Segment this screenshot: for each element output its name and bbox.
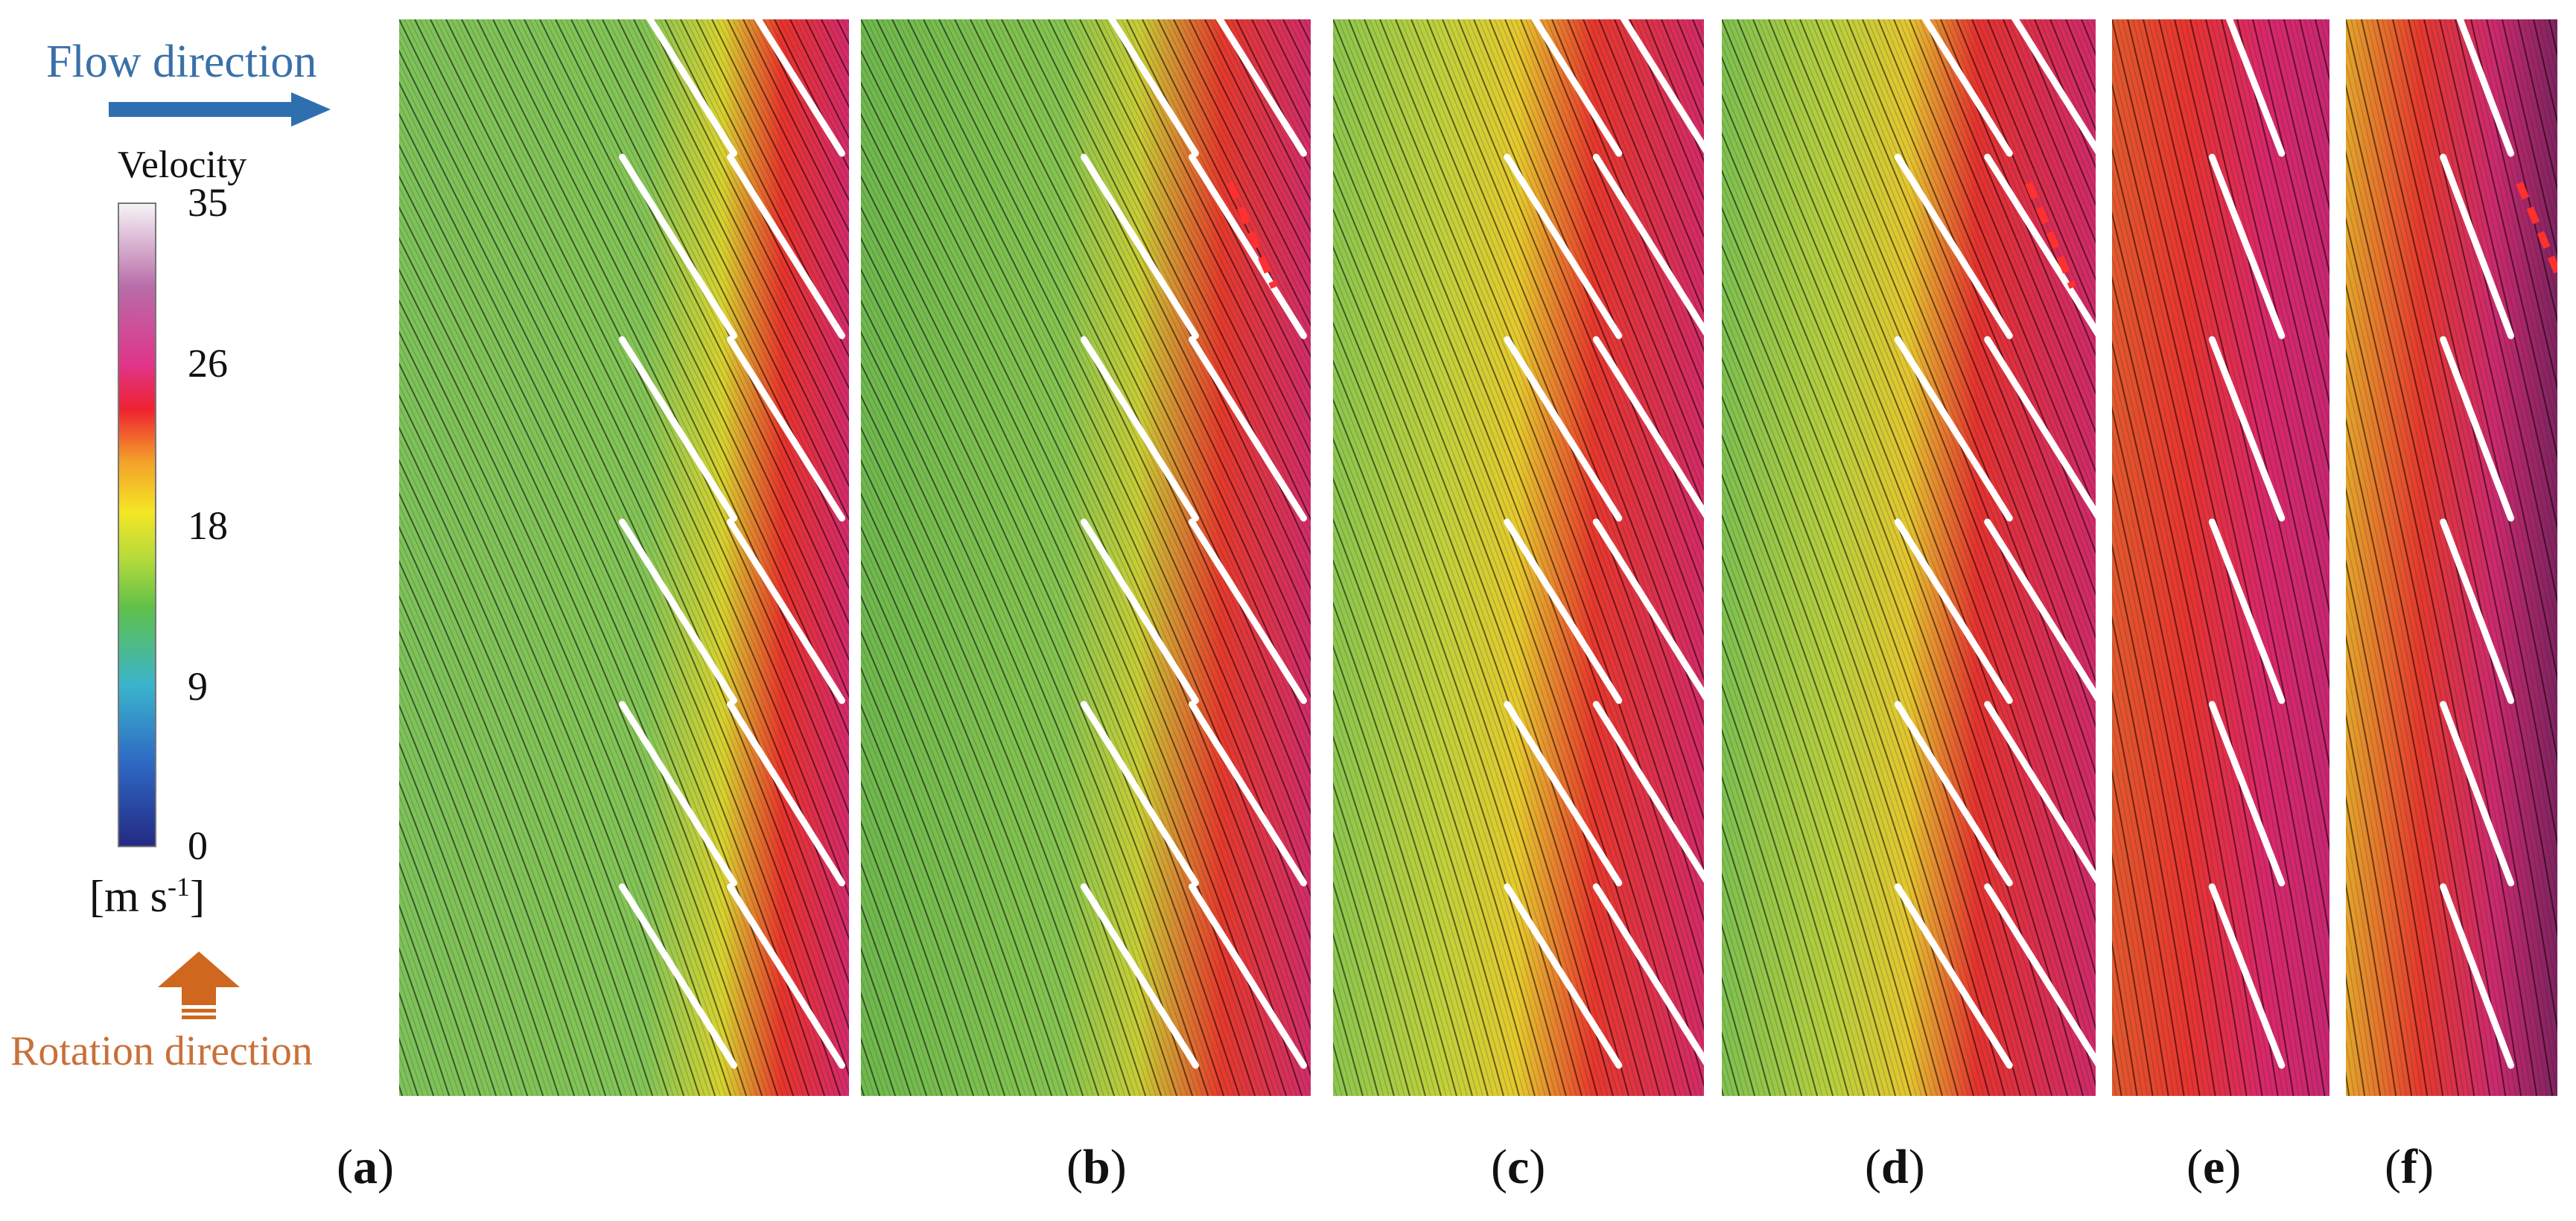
blade	[1592, 153, 1704, 337]
separation-marker	[1226, 182, 1278, 289]
streamlines	[1722, 19, 2096, 1096]
blade	[618, 701, 737, 887]
blade	[2440, 701, 2515, 887]
blade	[1188, 883, 1307, 1069]
flow-direction-label: Flow direction	[46, 36, 317, 87]
colorbar-tick-18: 18	[188, 503, 228, 548]
blade	[2225, 19, 2286, 157]
separation-marker	[2025, 182, 2077, 289]
blade	[1984, 883, 2096, 1066]
streamline-panel-a	[399, 19, 849, 1096]
panel-label-a: (a)	[337, 1140, 394, 1194]
streamlines	[2112, 19, 2329, 1096]
streamline-panel-c	[1333, 19, 1704, 1096]
blade	[2440, 336, 2515, 522]
streamlines	[861, 19, 1311, 1096]
blade	[1080, 153, 1199, 339]
blade	[1592, 883, 1704, 1066]
streamline-panel-f	[2346, 19, 2557, 1096]
blade	[1984, 336, 2096, 519]
blade	[646, 19, 737, 157]
blade	[2208, 701, 2286, 887]
panel-label-d: (d)	[1865, 1140, 1925, 1194]
colorbar-unit: [m s-1]	[89, 872, 205, 921]
separation-marker	[2516, 182, 2557, 281]
blade	[1504, 518, 1623, 704]
blade	[1894, 518, 2013, 704]
velocity-field	[861, 19, 1311, 1096]
rotation-direction-arrow-icon	[158, 951, 240, 1019]
blade	[1894, 883, 2013, 1069]
flow-direction-arrow-icon	[109, 92, 331, 127]
blade	[754, 19, 845, 157]
blade	[1921, 19, 2013, 157]
blade	[1504, 883, 1623, 1069]
blade	[1894, 701, 2013, 887]
blade	[1894, 336, 2013, 522]
blade	[1080, 518, 1199, 704]
streamline-panel-d	[1722, 19, 2096, 1096]
blade	[2456, 19, 2515, 157]
blade	[1530, 19, 1623, 157]
blade	[1592, 518, 1704, 701]
streamline-plot	[399, 19, 849, 1096]
colorbar-tick-26: 26	[188, 341, 228, 386]
blade	[1894, 153, 2013, 339]
blade	[1080, 336, 1199, 522]
colorbar-tick-9: 9	[188, 664, 208, 709]
colorbar-tick-0: 0	[188, 823, 208, 868]
streamline-panel-e	[2112, 19, 2329, 1096]
blade	[1984, 701, 2096, 884]
velocity-field	[399, 19, 849, 1096]
blade	[726, 153, 845, 339]
blade	[1188, 336, 1307, 522]
blade	[726, 883, 845, 1069]
panel-label-c: (c)	[1491, 1140, 1546, 1194]
blade	[2440, 518, 2515, 704]
blade	[1592, 336, 1704, 519]
rotation-direction-label: Rotation direction	[10, 1028, 313, 1074]
colorbar-title: Velocity	[118, 144, 247, 186]
blade	[2011, 19, 2096, 154]
blade	[1107, 19, 1199, 157]
blade	[618, 336, 737, 522]
blade	[1188, 701, 1307, 887]
blade	[1620, 19, 1704, 154]
blade	[2208, 153, 2286, 339]
blade	[1504, 336, 1623, 522]
blade	[2208, 336, 2286, 522]
streamline-plot	[1333, 19, 1704, 1096]
blade	[2208, 883, 2286, 1069]
blade	[618, 883, 737, 1069]
streamline-plot	[861, 19, 1311, 1096]
streamline-plot	[2346, 19, 2557, 1096]
streamline-plot	[2112, 19, 2329, 1096]
blade	[1504, 701, 1623, 887]
streamline-panel-b	[861, 19, 1311, 1096]
blade	[726, 518, 845, 704]
blade	[618, 518, 737, 704]
blade	[726, 701, 845, 887]
blade	[2208, 518, 2286, 704]
blade	[1592, 701, 1704, 884]
blade	[1080, 701, 1199, 887]
blade	[618, 153, 737, 339]
colorbar-tick-35: 35	[188, 180, 228, 225]
blade	[1215, 19, 1307, 157]
blade	[2440, 883, 2515, 1069]
blade	[1984, 518, 2096, 701]
blade	[1188, 153, 1307, 339]
panel-label-b: (b)	[1066, 1140, 1127, 1194]
blade	[1984, 153, 2096, 337]
blade	[726, 336, 845, 522]
streamline-plot	[1722, 19, 2096, 1096]
velocity-legend: Flow direction Velocity 35 26 18 9 0 [m …	[0, 0, 387, 1117]
panel-label-e: (e)	[2187, 1140, 2242, 1194]
blade	[1080, 883, 1199, 1069]
velocity-colorbar	[118, 203, 156, 847]
blade	[1188, 518, 1307, 704]
panel-label-f: (f)	[2385, 1140, 2434, 1194]
blade	[2440, 153, 2515, 339]
blade	[1504, 153, 1623, 339]
